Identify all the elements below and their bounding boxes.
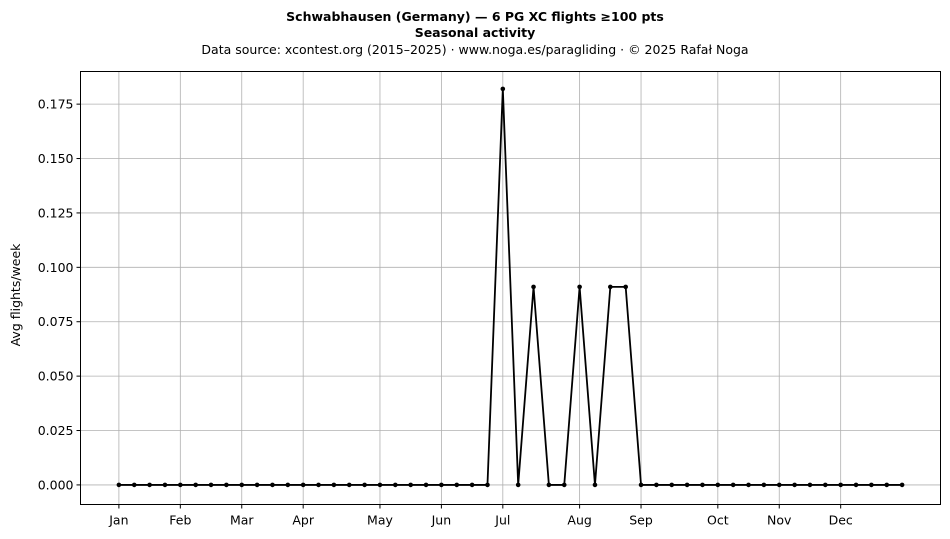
y-tick-label: 0.025 <box>38 423 74 438</box>
data-point <box>208 482 214 488</box>
plot-frame <box>80 71 941 505</box>
x-tick-label: Nov <box>767 513 792 528</box>
data-point <box>377 482 383 488</box>
data-point <box>162 482 168 488</box>
y-tick-label: 0.050 <box>38 369 74 384</box>
x-tick-label: Dec <box>829 513 853 528</box>
data-point <box>823 482 828 488</box>
chart-subtitle: Seasonal activity <box>414 25 536 40</box>
data-point <box>638 482 644 488</box>
data-point <box>408 482 413 488</box>
data-point <box>592 482 598 488</box>
data-point <box>746 482 751 488</box>
x-tick-label: Jul <box>494 513 510 528</box>
data-point <box>608 284 613 290</box>
data-point <box>439 482 444 488</box>
series-line <box>118 88 903 486</box>
data-point <box>485 482 490 488</box>
y-tick-label: 0.150 <box>38 151 74 166</box>
data-point <box>792 482 797 488</box>
data-point <box>684 482 690 488</box>
data-point <box>331 482 337 488</box>
y-tick-label: 0.000 <box>38 477 74 492</box>
chart-title: Schwabhausen (Germany) — 6 PG XC flights… <box>286 9 664 24</box>
data-point <box>561 482 567 488</box>
data-point <box>270 482 275 488</box>
data-point <box>838 482 843 488</box>
data-point <box>423 482 429 488</box>
data-point <box>761 482 767 488</box>
data-point <box>254 482 260 488</box>
series-layer <box>116 86 905 488</box>
data-point <box>715 482 721 488</box>
y-tick-label: 0.100 <box>38 260 74 275</box>
x-tick-label: Feb <box>169 513 191 528</box>
y-tick-label: 0.125 <box>38 205 74 220</box>
data-point <box>623 284 628 290</box>
x-tick-label: Apr <box>292 513 314 528</box>
data-point <box>853 482 859 488</box>
data-point <box>577 284 582 290</box>
data-point <box>346 482 352 488</box>
data-point <box>730 482 736 488</box>
data-point <box>285 482 291 488</box>
data-point <box>869 482 874 488</box>
data-point <box>654 482 659 488</box>
data-point <box>316 482 321 488</box>
data-point <box>546 482 552 488</box>
data-point <box>454 482 460 488</box>
data-point <box>393 482 398 488</box>
data-point <box>224 482 229 488</box>
data-point <box>469 482 475 488</box>
data-point <box>362 482 367 488</box>
data-point <box>899 482 905 488</box>
x-axis-ticks: Jan Feb Mar Apr May Jun Jul Aug Sep Oct Nov Dec <box>108 504 853 528</box>
data-point <box>131 482 137 488</box>
data-point <box>147 482 152 488</box>
x-tick-label: Jun <box>431 513 452 528</box>
data-point <box>700 482 705 488</box>
data-point <box>116 482 122 488</box>
x-tick-label: May <box>367 513 393 528</box>
source-note: Data source: xcontest.org (2015–2025) · … <box>201 42 749 57</box>
x-tick-label: Aug <box>567 513 591 528</box>
data-point <box>300 482 306 488</box>
data-point <box>193 482 198 488</box>
x-tick-label: Sep <box>629 513 653 528</box>
data-point <box>884 482 890 488</box>
data-point <box>776 482 782 488</box>
data-point <box>807 482 813 488</box>
y-axis-label: Avg flights/week <box>8 243 23 347</box>
data-point <box>500 86 506 92</box>
x-tick-label: Mar <box>230 513 254 528</box>
data-point <box>515 482 521 488</box>
y-tick-label: 0.075 <box>38 314 74 329</box>
data-point <box>239 482 245 488</box>
data-point <box>531 284 536 290</box>
data-point <box>669 482 675 488</box>
data-point <box>178 482 183 488</box>
x-tick-label: Jan <box>108 513 128 528</box>
y-axis-ticks: 0.000 0.025 0.050 0.075 0.100 0.125 0.150 0.175 <box>38 97 81 492</box>
x-tick-label: Oct <box>707 513 729 528</box>
y-tick-label: 0.175 <box>38 97 74 112</box>
